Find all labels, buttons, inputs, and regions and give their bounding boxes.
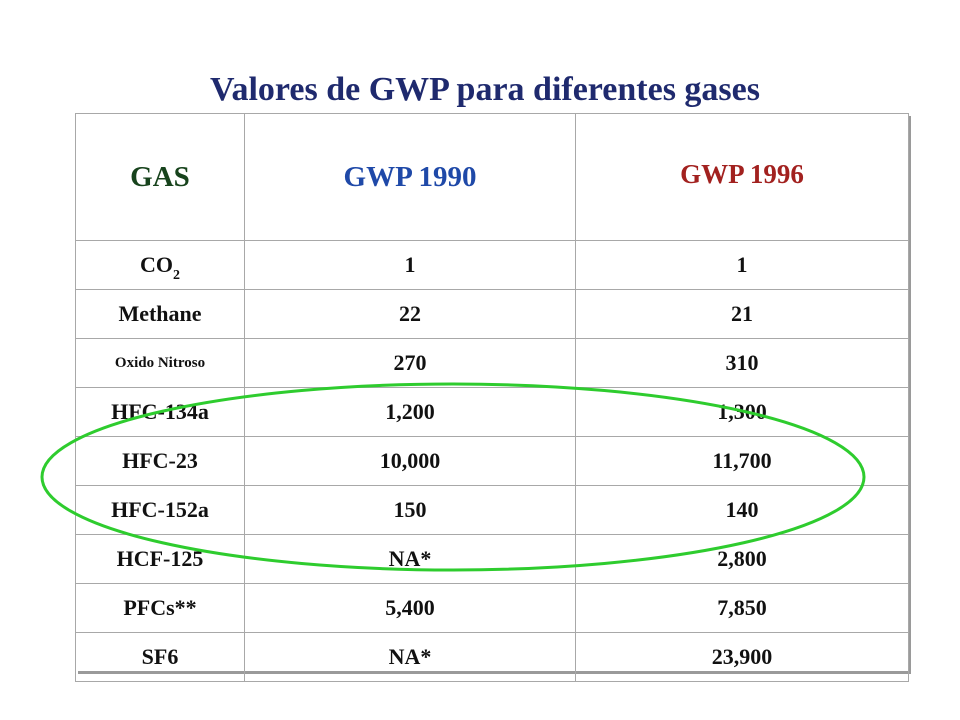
gas-name-cell: SF6	[75, 632, 245, 682]
gwp-1990-cell: NA*	[244, 632, 576, 682]
gwp-1990-cell: 10,000	[244, 436, 576, 486]
table-row: PFCs** 5,400 7,850	[75, 583, 909, 633]
gas-name-cell: PFCs**	[75, 583, 245, 633]
gas-name-cell: Oxido Nitroso	[75, 338, 245, 388]
table-row: HCF-125 NA* 2,800	[75, 534, 909, 584]
header-row: GAS GWP 1990 GWP 1996	[75, 113, 909, 241]
gwp-1990-cell: 22	[244, 289, 576, 339]
gwp-1996-cell: 310	[575, 338, 909, 388]
table-row: Oxido Nitroso 270 310	[75, 338, 909, 388]
gwp-1996-cell: 1	[575, 240, 909, 290]
gas-name-cell: HCF-125	[75, 534, 245, 584]
gwp-1990-cell: 1	[244, 240, 576, 290]
gas-name-cell: CO2	[75, 240, 245, 290]
gas-name: CO	[140, 252, 173, 277]
table-row: HFC-134a 1,200 1,300	[75, 387, 909, 437]
gwp-1990-cell: NA*	[244, 534, 576, 584]
header-gwp-1996: GWP 1996	[575, 113, 909, 241]
gwp-1996-cell: 7,850	[575, 583, 909, 633]
table-row: HFC-152a 150 140	[75, 485, 909, 535]
header-gas: GAS	[75, 113, 245, 241]
table-row: Methane 22 21	[75, 289, 909, 339]
gwp-1990-cell: 270	[244, 338, 576, 388]
gwp-1996-cell: 21	[575, 289, 909, 339]
table-row: HFC-23 10,000 11,700	[75, 436, 909, 486]
gas-name-cell: HFC-134a	[75, 387, 245, 437]
gas-name-cell: HFC-23	[75, 436, 245, 486]
gas-name-cell: Methane	[75, 289, 245, 339]
gwp-1990-cell: 5,400	[244, 583, 576, 633]
gwp-1990-cell: 150	[244, 485, 576, 535]
gwp-1990-cell: 1,200	[244, 387, 576, 437]
gwp-table: GAS GWP 1990 GWP 1996 CO2 1 1 Methane 22…	[75, 113, 909, 682]
header-gwp-1990: GWP 1990	[244, 113, 576, 241]
table-row: CO2 1 1	[75, 240, 909, 290]
gwp-1996-cell: 23,900	[575, 632, 909, 682]
gas-subscript: 2	[173, 268, 180, 283]
gwp-1996-cell: 140	[575, 485, 909, 535]
gwp-1996-cell: 11,700	[575, 436, 909, 486]
gwp-table-container: GAS GWP 1990 GWP 1996 CO2 1 1 Methane 22…	[75, 113, 909, 682]
gas-name-cell: HFC-152a	[75, 485, 245, 535]
table-row: SF6 NA* 23,900	[75, 632, 909, 682]
gwp-1996-cell: 2,800	[575, 534, 909, 584]
page-title: Valores de GWP para diferentes gases	[210, 71, 760, 108]
gwp-1996-cell: 1,300	[575, 387, 909, 437]
